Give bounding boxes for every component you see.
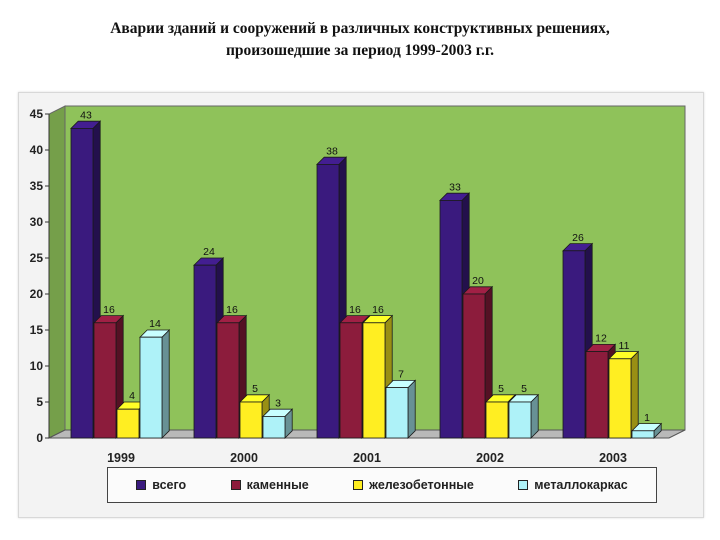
legend-label: металлокаркас (534, 478, 628, 492)
data-label: 5 (498, 383, 504, 395)
y-tick-label: 10 (30, 359, 44, 373)
bar-металлокаркас-2001 (385, 387, 409, 439)
data-label: 26 (572, 232, 584, 244)
bar-всего-2001 (316, 164, 340, 439)
y-tick-label: 45 (30, 107, 44, 121)
legend-item: металлокаркас (518, 478, 628, 492)
bar-металлокаркас-2003 (631, 430, 655, 439)
data-label: 4 (129, 390, 135, 402)
bar-всего-2000 (193, 264, 217, 439)
y-tick-label: 30 (30, 215, 44, 229)
data-label: 16 (372, 304, 384, 316)
bar-каменные-2001 (339, 322, 363, 439)
bar-всего-2002 (439, 200, 463, 439)
bar-каменные-1999 (93, 322, 117, 439)
bar-железобетонные-2002 (485, 401, 509, 439)
plot-side-wall (48, 105, 66, 439)
x-tick-label: 2003 (599, 451, 627, 465)
legend: всего каменные железобетонные металлокаркас (107, 467, 657, 503)
bar-side (630, 350, 639, 439)
bar-железобетонные-2000 (239, 401, 263, 439)
data-label: 33 (449, 181, 461, 193)
data-label: 20 (472, 275, 484, 287)
bar-каменные-2002 (462, 293, 486, 439)
bar-металлокаркас-2000 (262, 415, 286, 439)
bar-железобетонные-2001 (362, 322, 386, 439)
data-label: 16 (103, 304, 115, 316)
y-tick-label: 35 (30, 179, 44, 193)
legend-swatch (353, 480, 364, 490)
x-tick-label: 1999 (107, 451, 135, 465)
data-label: 11 (619, 340, 630, 352)
legend-swatch (136, 480, 147, 490)
legend-item: каменные (230, 478, 309, 492)
y-tick-label: 15 (30, 323, 44, 337)
bar-всего-2003 (562, 250, 586, 439)
bar-каменные-2003 (585, 351, 609, 439)
legend-label: каменные (246, 478, 309, 492)
y-tick-label: 40 (30, 143, 44, 157)
legend-label: всего (152, 478, 187, 492)
legend-item: железобетонные (353, 478, 474, 492)
data-label: 16 (349, 304, 361, 316)
bar-металлокаркас-2002 (508, 401, 532, 439)
data-label: 1 (644, 412, 650, 424)
bar-железобетонные-2003 (608, 358, 632, 439)
chart-title: Аварии зданий и сооружений в различных к… (0, 18, 720, 62)
legend-swatch (230, 480, 241, 490)
legend-item: всего (136, 478, 186, 492)
bar-железобетонные-1999 (116, 408, 140, 439)
chart-title-line-2: произошедшие за период 1999-2003 г.г. (225, 42, 495, 59)
bar-каменные-2000 (216, 322, 240, 439)
y-tick-label: 0 (36, 431, 43, 445)
x-tick-label: 2000 (230, 451, 258, 465)
data-label: 5 (252, 383, 258, 395)
data-label: 16 (226, 304, 238, 316)
legend-swatch (518, 480, 529, 490)
legend-label: железобетонные (369, 478, 474, 492)
data-label: 12 (595, 333, 607, 345)
bar-всего-1999 (70, 128, 94, 439)
chart-title-line-1: Аварии зданий и сооружений в различных к… (110, 20, 610, 37)
y-tick-label: 20 (30, 287, 44, 301)
data-label: 3 (275, 397, 281, 409)
y-tick-label: 5 (36, 395, 43, 409)
data-label: 24 (203, 246, 215, 258)
data-label: 7 (398, 369, 404, 381)
x-tick-label: 2002 (476, 451, 504, 465)
chart-frame: 0 5 10 15 20 25 30 35 40 45 43 16 4 14 1999 24 16 5 3 2000 3… (18, 92, 704, 518)
x-tick-label: 2001 (353, 451, 381, 465)
bar-side (161, 329, 170, 439)
bar-side (407, 379, 416, 439)
data-label: 38 (326, 145, 338, 157)
data-label: 5 (521, 383, 527, 395)
bar-металлокаркас-1999 (139, 336, 163, 439)
data-label: 43 (80, 109, 92, 121)
y-tick-label: 25 (30, 251, 44, 265)
data-label: 14 (149, 318, 161, 330)
